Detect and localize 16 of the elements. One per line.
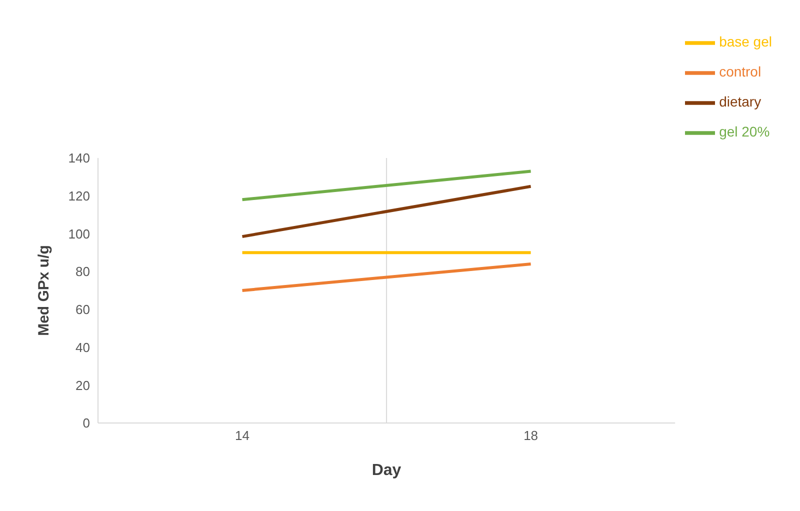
y-tick-label: 120 — [68, 188, 90, 204]
y-tick-label: 60 — [76, 302, 90, 318]
y-tick-label: 40 — [76, 340, 90, 355]
legend-label: control — [719, 64, 762, 80]
y-tick-label: 140 — [68, 150, 90, 166]
y-tick-label: 80 — [76, 264, 90, 280]
y-tick-label: 0 — [82, 416, 90, 431]
x-tick-label: 18 — [524, 428, 538, 444]
y-tick-label: 20 — [76, 378, 90, 393]
legend-label: base gel — [719, 34, 772, 50]
legend-label: gel 20% — [719, 124, 770, 140]
y-tick-label: 100 — [68, 226, 90, 242]
y-axis-title: Med GPx u/g — [35, 245, 52, 336]
legend-label: dietary — [719, 94, 762, 110]
x-tick-label: 14 — [235, 428, 250, 444]
x-axis-title: Day — [372, 462, 402, 479]
